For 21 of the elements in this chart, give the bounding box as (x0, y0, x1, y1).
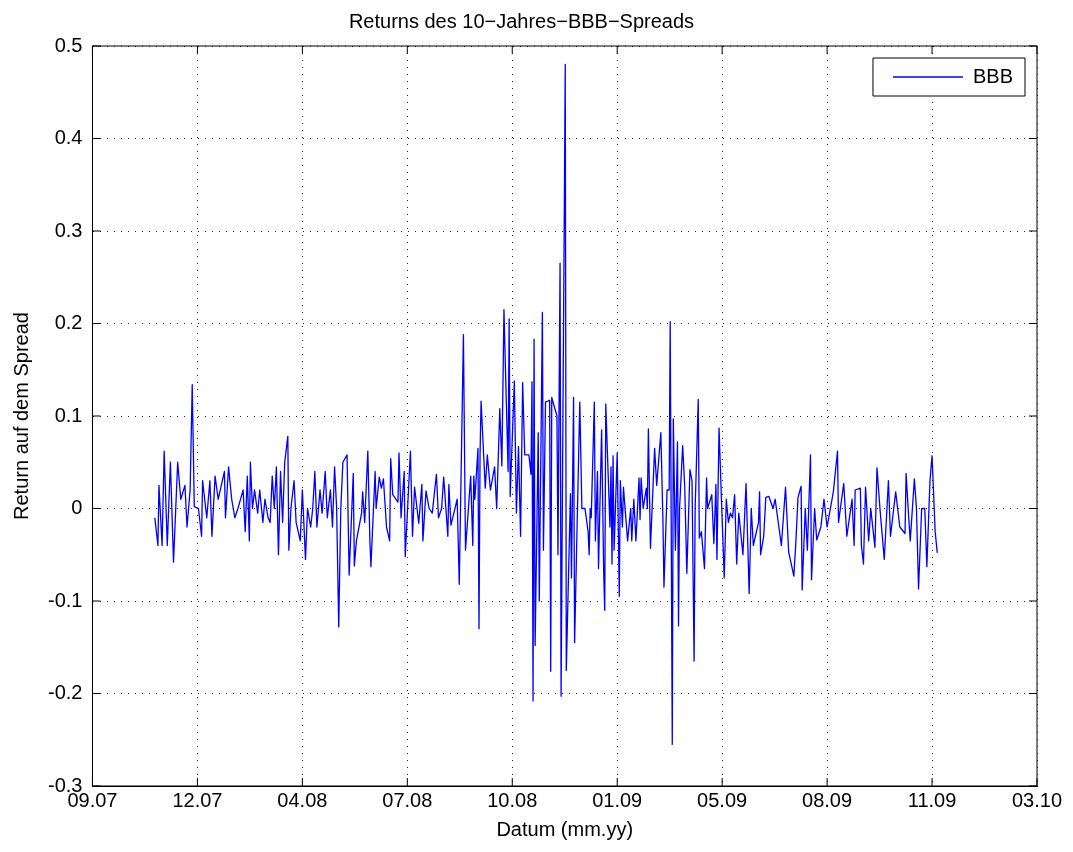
x-tick-label: 03.10 (1011, 788, 1063, 811)
y-tick-label: -0.1 (47, 588, 83, 611)
x-tick-label: 07.08 (382, 788, 433, 811)
y-tick-label: 0.4 (54, 126, 83, 149)
y-tick-label: 0.3 (54, 218, 83, 241)
x-tick-label: 11.09 (907, 788, 957, 811)
y-tick-label: 0.1 (54, 403, 83, 426)
y-tick-label: -0.2 (47, 681, 83, 704)
x-tick-label: 12.07 (172, 788, 223, 811)
legend-label: BBB (972, 64, 1014, 87)
x-tick-label: 04.08 (277, 788, 328, 811)
y-tick-label: 0.5 (54, 33, 83, 56)
y-tick-label: 0.2 (54, 311, 83, 334)
x-tick-label: 01.09 (592, 788, 643, 811)
y-tick-label: 0 (71, 496, 83, 519)
x-tick-label: 08.09 (802, 788, 853, 811)
x-tick-label: 05.09 (697, 788, 748, 811)
y-axis-title: Return auf dem Spread (9, 312, 32, 520)
x-tick-label: 10.08 (487, 788, 538, 811)
chart-title: Returns des 10−Jahres−BBB−Spreads (348, 9, 695, 32)
x-axis-title: Datum (mm.yy) (496, 817, 634, 840)
